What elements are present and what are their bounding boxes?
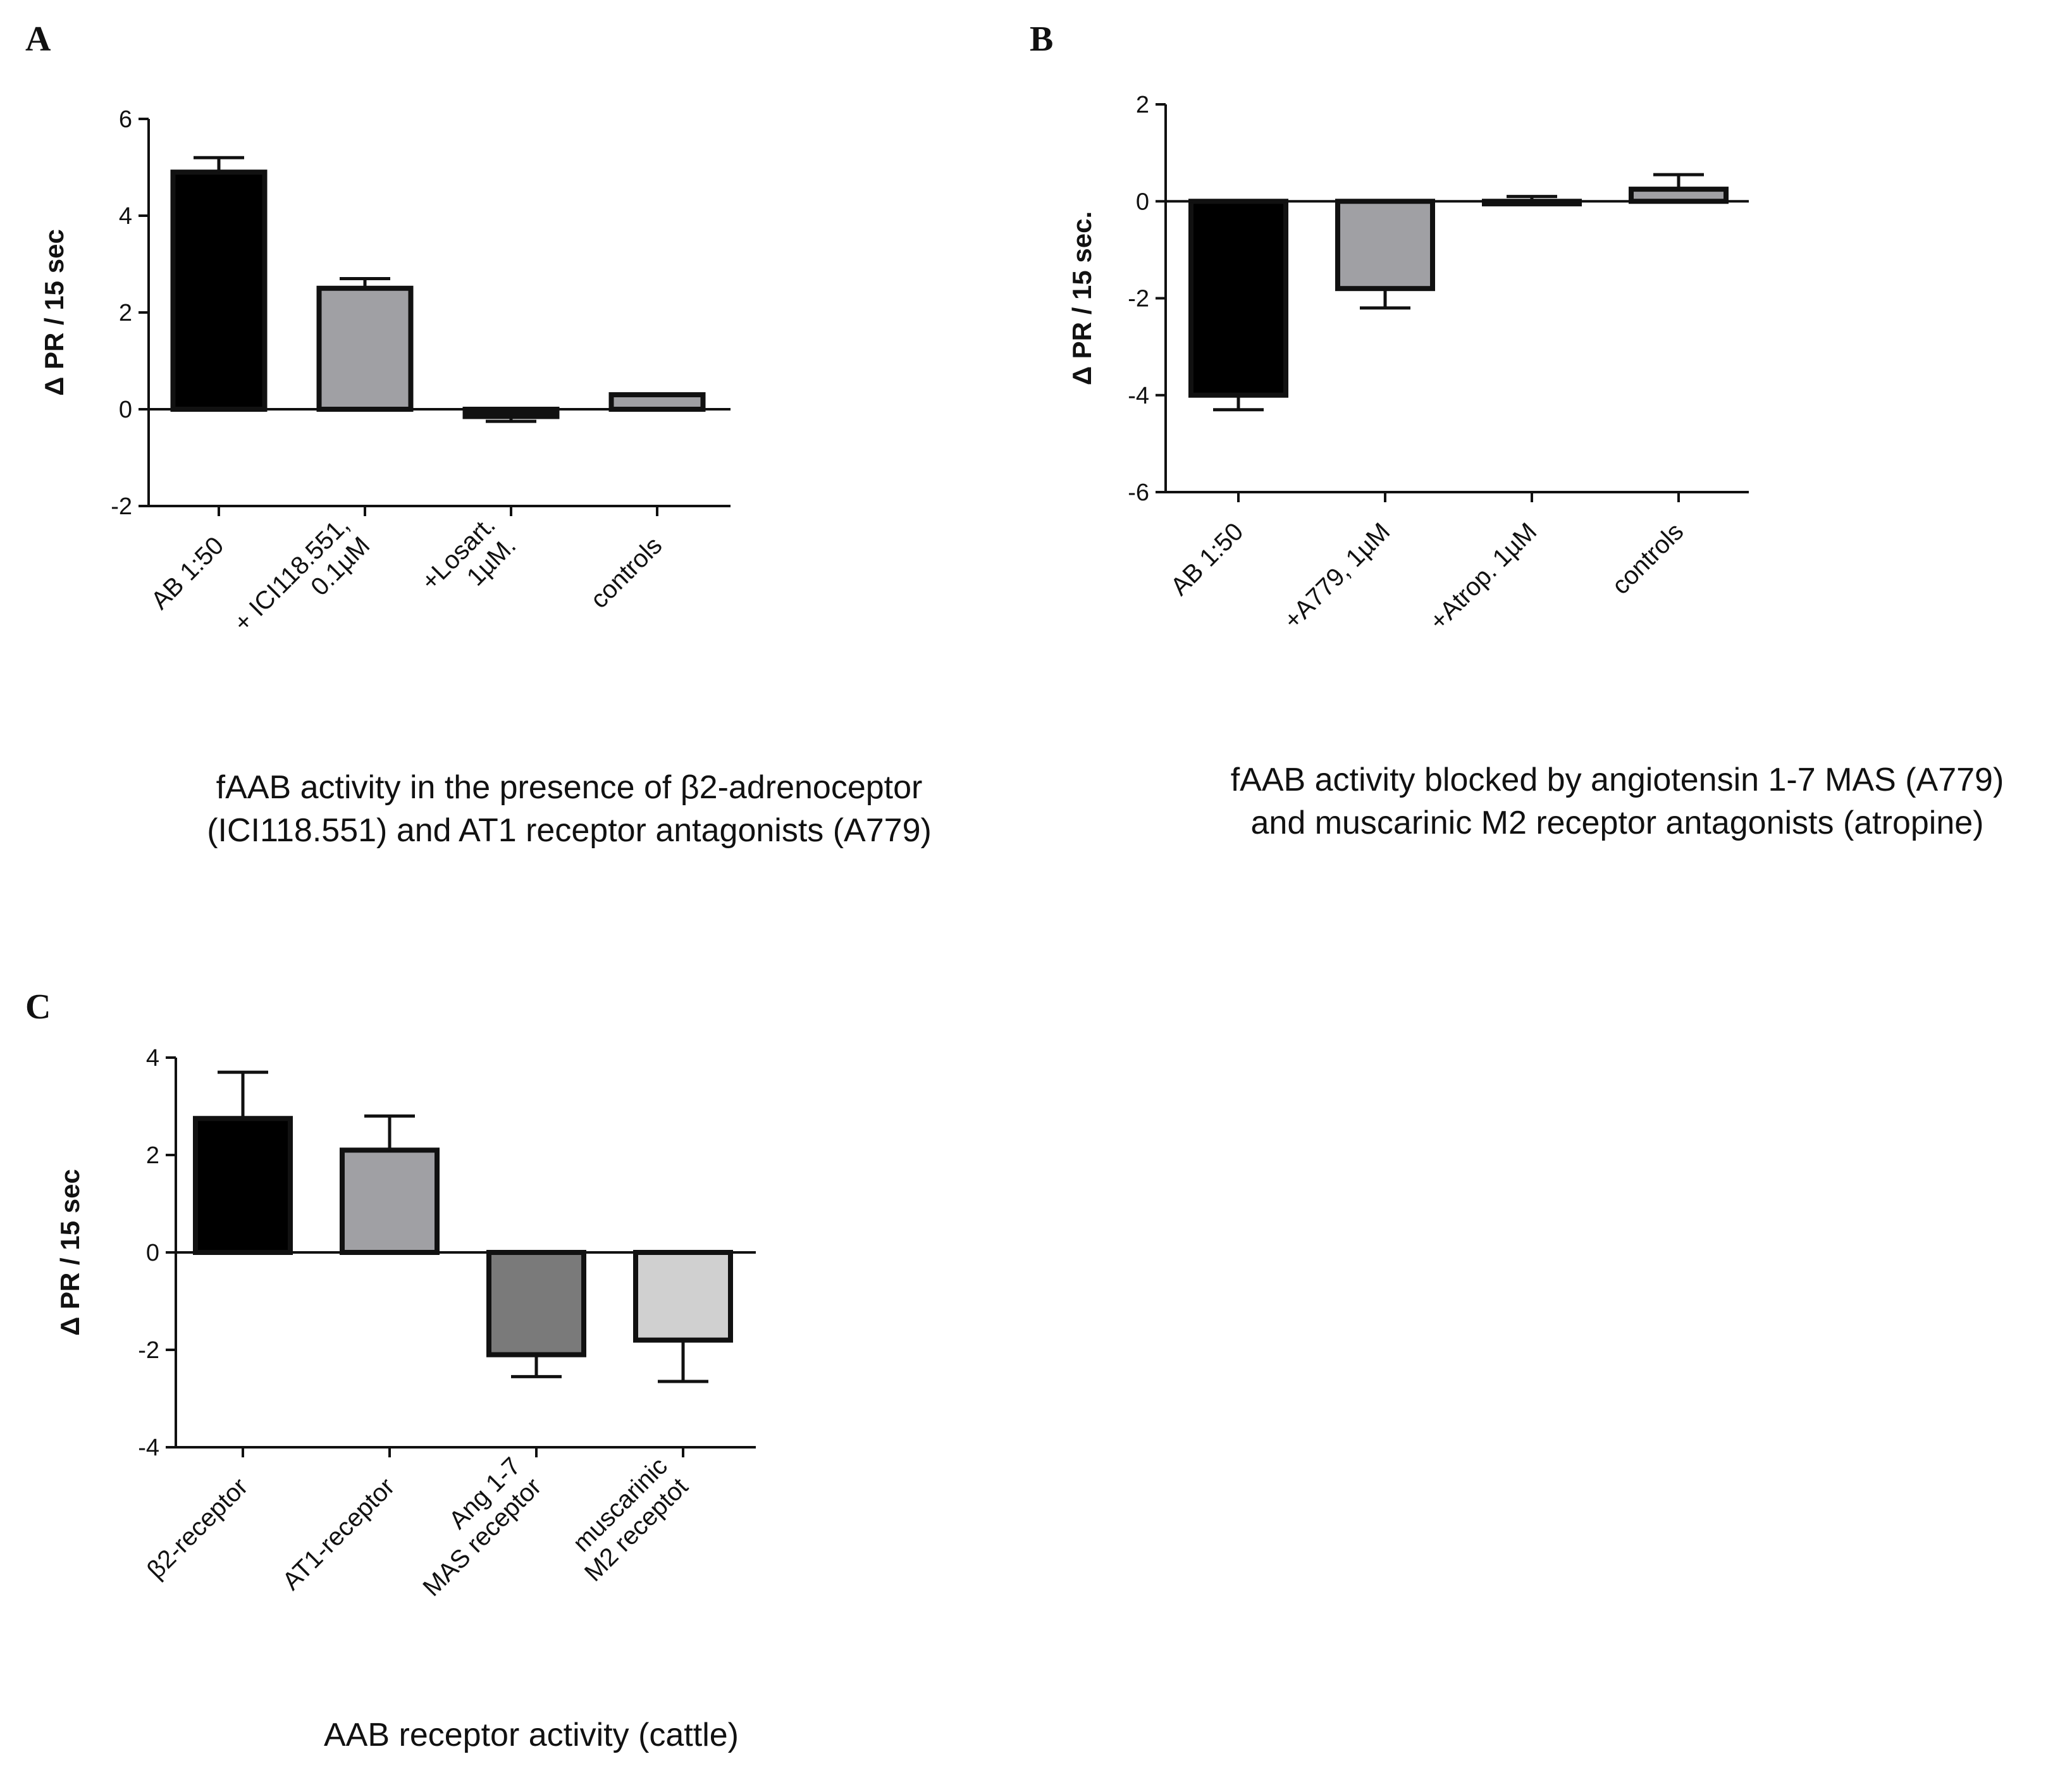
panel-letter: C xyxy=(25,987,51,1027)
y-tick-label: -2 xyxy=(111,493,132,520)
category-label: AB 1:50 xyxy=(146,531,230,615)
category-label: β2-receptor xyxy=(142,1473,253,1584)
category-label: + ICI118.551,0.1µM xyxy=(228,511,375,658)
chart-panel-b: B -6 -4 -2 0 2 Δ PR / 15 sec. AB 1:50 +A779, 1µM… xyxy=(1030,20,2004,841)
bar xyxy=(1629,187,1729,204)
y-tick-label: 0 xyxy=(146,1240,159,1266)
chart-caption: AAB receptor activity (cattle) xyxy=(324,1717,739,1753)
panel-letter: A xyxy=(25,20,51,59)
bar xyxy=(193,1116,293,1255)
category-label: controls xyxy=(585,531,667,614)
y-tick-label: 2 xyxy=(146,1142,159,1169)
category-label: AB 1:50 xyxy=(1166,517,1249,601)
category-label: +A779, 1µM xyxy=(1278,517,1395,634)
chart-caption: (ICI118.551) and AT1 receptor antagonist… xyxy=(207,812,932,849)
category-label: +Losart.1µM. xyxy=(416,511,522,617)
chart-caption: fAAB activity blocked by angiotensin 1-7… xyxy=(1231,762,2004,798)
chart-caption: fAAB activity in the presence of β2-adre… xyxy=(216,769,923,806)
bar xyxy=(608,392,706,412)
y-axis-label: Δ PR / 15 sec xyxy=(39,229,69,396)
y-axis-label: Δ PR / 15 sec xyxy=(55,1169,85,1336)
y-tick-label: -2 xyxy=(138,1337,159,1364)
bar xyxy=(316,285,414,412)
y-tick-label: -4 xyxy=(138,1435,159,1461)
chart-panel-a: A -2 0 2 4 6 Δ PR / 15 sec AB 1:50+ ICI118.551,… xyxy=(25,20,932,849)
y-tick-label: 4 xyxy=(146,1045,159,1072)
bar xyxy=(486,1250,586,1357)
category-label: controls xyxy=(1606,517,1689,600)
category-label-line: controls xyxy=(1606,517,1689,600)
category-label-line: controls xyxy=(585,531,667,614)
bar xyxy=(1335,199,1435,292)
bar xyxy=(1188,199,1288,398)
category-label: AT1-receptor xyxy=(277,1473,400,1595)
y-tick-label: 4 xyxy=(119,203,132,230)
category-label-line: +A779, 1µM xyxy=(1278,517,1395,634)
category-label: muscarinicM2 receptot xyxy=(558,1452,693,1587)
category-label-line: AB 1:50 xyxy=(146,531,230,615)
y-tick-label: -4 xyxy=(1128,383,1149,409)
category-label-line: β2-receptor xyxy=(142,1473,253,1584)
y-tick-label: 0 xyxy=(1136,188,1149,215)
category-label: +Atrop. 1µM xyxy=(1424,517,1543,636)
category-label: Ang 1-7MAS receptor xyxy=(397,1452,547,1602)
y-axis-label: Δ PR / 15 sec. xyxy=(1067,211,1097,385)
y-tick-label: 0 xyxy=(119,397,132,423)
y-tick-label: 2 xyxy=(1136,92,1149,118)
y-tick-label: 6 xyxy=(119,106,132,133)
chart-caption: and muscarinic M2 receptor antagonists (… xyxy=(1250,805,1983,841)
y-tick-label: -2 xyxy=(1128,286,1149,312)
chart-panel-c: C -4 -2 0 2 4 Δ PR / 15 sec β2-receptor AT1-rece… xyxy=(25,987,756,1753)
bar xyxy=(170,170,268,412)
bar xyxy=(633,1250,733,1343)
y-tick-label: 2 xyxy=(119,300,132,326)
bar xyxy=(340,1147,440,1256)
category-label-line: AB 1:50 xyxy=(1166,517,1249,601)
y-tick-label: -6 xyxy=(1128,479,1149,506)
category-label-line: +Atrop. 1µM xyxy=(1424,517,1543,636)
category-label-line: AT1-receptor xyxy=(277,1473,400,1595)
panel-letter: B xyxy=(1030,20,1053,59)
